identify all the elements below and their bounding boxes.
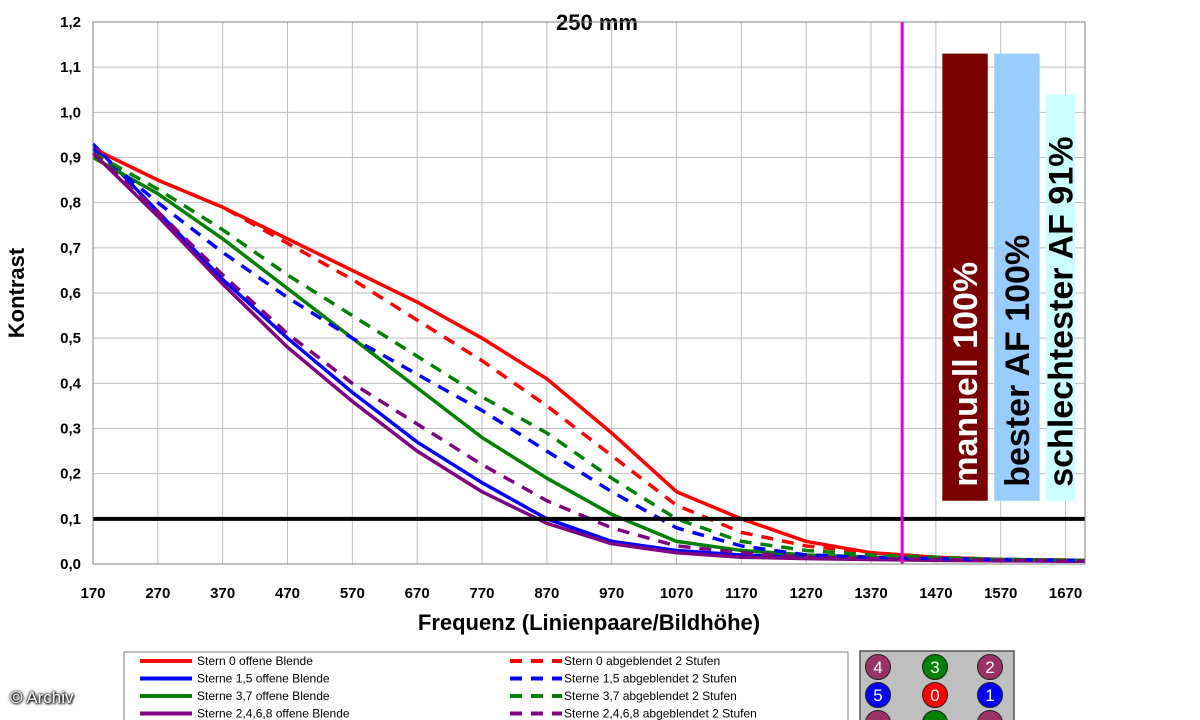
legend-label: Sterne 2,4,6,8 abgeblendet 2 Stufen — [564, 707, 757, 720]
annotation-bar-label: manuell 100% — [947, 262, 985, 487]
y-tick-label: 0,6 — [60, 285, 81, 302]
x-tick-labels: 170 270 370 470 570 670 770 870 970 1070 1170 1270 1… — [80, 585, 1082, 602]
y-tick-label: 0,0 — [60, 556, 81, 573]
x-tick-label: 1270 — [790, 585, 823, 602]
star-marker — [922, 682, 948, 708]
x-tick-label: 1370 — [854, 585, 887, 602]
annotation-bar — [942, 53, 988, 501]
series-line — [92, 151, 1086, 563]
y-tick-label: 0,9 — [60, 150, 81, 167]
y-tick-label: 0,1 — [60, 511, 81, 528]
star-marker — [865, 682, 891, 708]
reference-lines — [93, 22, 1085, 564]
x-tick-label: 570 — [340, 585, 365, 602]
y-tick-label: 0,3 — [60, 421, 81, 438]
star-marker — [922, 654, 948, 680]
x-tick-label: 970 — [599, 585, 624, 602]
series-line — [91, 151, 1086, 564]
x-tick-label: 670 — [405, 585, 430, 602]
legend-label: Stern 0 offene Blende — [197, 654, 313, 668]
x-tick-label: 270 — [145, 585, 170, 602]
annotation-bar — [994, 53, 1040, 501]
x-axis-label: Frequenz (Linienpaare/Bildhöhe) — [418, 610, 760, 635]
star-marker-panel: 4 3 2 5 0 1 — [859, 650, 1015, 720]
x-tick-label: 170 — [80, 585, 105, 602]
legend-box — [123, 651, 849, 720]
star-marker — [865, 654, 891, 680]
copyright-notice: © Archiv — [10, 688, 74, 707]
legend-label: Sterne 3,7 abgeblendet 2 Stufen — [564, 689, 737, 703]
plot-area-border — [92, 21, 1086, 565]
x-tick-label: 1070 — [660, 585, 693, 602]
y-tick-label: 0,4 — [60, 375, 82, 392]
annotation-bar-label: bester AF 100% — [999, 235, 1037, 487]
y-tick-label: 1,1 — [60, 59, 81, 76]
star-marker-label: 4 — [873, 658, 882, 677]
y-tick-label: 0,2 — [60, 466, 81, 483]
legend-label: Sterne 3,7 offene Blende — [197, 689, 330, 703]
x-tick-label: 1170 — [725, 585, 758, 602]
x-tick-label: 470 — [275, 585, 300, 602]
x-tick-label: 770 — [470, 585, 495, 602]
y-axis-label: Kontrast — [4, 247, 29, 338]
star-marker-label: 5 — [873, 686, 882, 705]
legend-label: Sterne 1,5 abgeblendet 2 Stufen — [564, 672, 737, 686]
star-marker-label: 0 — [930, 686, 939, 705]
grid-lines — [92, 21, 1085, 565]
annotation-bar — [1046, 94, 1075, 501]
y-tick-label: 0,5 — [60, 330, 81, 347]
y-tick-label: 1,2 — [60, 14, 81, 31]
star-marker — [922, 710, 948, 720]
series-line — [92, 146, 1086, 563]
star-marker-label: 1 — [985, 686, 994, 705]
annotation-bars: manuell 100% bester AF 100% schlechtester … — [942, 53, 1081, 501]
y-tick-label: 0,7 — [60, 240, 81, 257]
x-tick-label: 370 — [210, 585, 235, 602]
legend: Stern 0 offene Blende Sterne 1,5 offene B… — [123, 651, 849, 720]
legend-label: Sterne 1,5 offene Blende — [197, 672, 330, 686]
star-marker-label: 2 — [985, 658, 994, 677]
star-marker-label: 3 — [930, 658, 939, 677]
legend-label: Sterne 2,4,6,8 offene Blende — [197, 707, 350, 720]
star-marker — [977, 710, 1003, 720]
y-tick-label: 1,0 — [60, 104, 81, 121]
star-marker — [977, 654, 1003, 680]
x-tick-label: 1670 — [1049, 585, 1082, 602]
annotation-bar-label: schlechtester AF 91% — [1043, 137, 1081, 487]
x-tick-label: 1570 — [984, 585, 1017, 602]
x-tick-label: 870 — [534, 585, 559, 602]
y-tick-labels: 0,0 0,1 0,2 0,3 0,4 0,5 0,6 0,7 0,8 0,9 1,0 1,1 1,2 — [60, 14, 82, 573]
star-marker — [977, 682, 1003, 708]
legend-label: Stern 0 abgeblendet 2 Stufen — [564, 654, 720, 668]
y-tick-label: 0,8 — [60, 195, 81, 212]
star-marker — [865, 710, 891, 720]
x-tick-label: 1470 — [919, 585, 952, 602]
